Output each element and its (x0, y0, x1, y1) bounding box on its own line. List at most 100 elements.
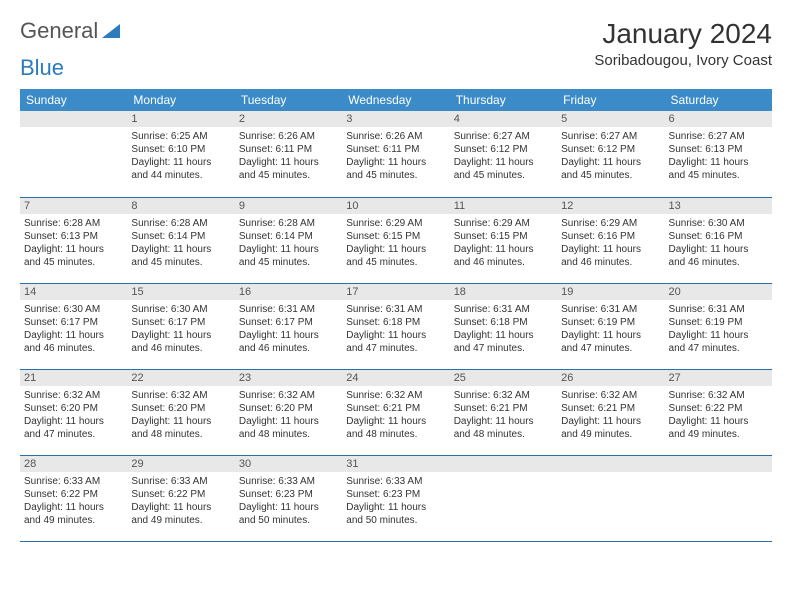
sunset-text: Sunset: 6:21 PM (561, 402, 660, 415)
daylight-text: and 45 minutes. (239, 169, 338, 182)
day-number (450, 456, 557, 472)
day-content: Sunrise: 6:27 AMSunset: 6:12 PMDaylight:… (557, 127, 664, 186)
day-content: Sunrise: 6:30 AMSunset: 6:16 PMDaylight:… (665, 214, 772, 273)
day-content: Sunrise: 6:30 AMSunset: 6:17 PMDaylight:… (20, 300, 127, 359)
sunrise-text: Sunrise: 6:33 AM (24, 475, 123, 488)
sunset-text: Sunset: 6:14 PM (239, 230, 338, 243)
calendar-day-cell: 19Sunrise: 6:31 AMSunset: 6:19 PMDayligh… (557, 283, 664, 369)
sunset-text: Sunset: 6:20 PM (24, 402, 123, 415)
day-number (557, 456, 664, 472)
calendar-day-cell (557, 455, 664, 541)
daylight-text: and 48 minutes. (346, 428, 445, 441)
day-number: 22 (127, 370, 234, 386)
sunset-text: Sunset: 6:18 PM (346, 316, 445, 329)
day-number: 21 (20, 370, 127, 386)
sunrise-text: Sunrise: 6:33 AM (239, 475, 338, 488)
daylight-text: and 45 minutes. (24, 256, 123, 269)
day-content: Sunrise: 6:29 AMSunset: 6:15 PMDaylight:… (342, 214, 449, 273)
daylight-text: and 47 minutes. (669, 342, 768, 355)
brand-part2: Blue (20, 55, 772, 81)
sunset-text: Sunset: 6:23 PM (346, 488, 445, 501)
calendar-day-cell: 28Sunrise: 6:33 AMSunset: 6:22 PMDayligh… (20, 455, 127, 541)
daylight-text: Daylight: 11 hours (131, 501, 230, 514)
calendar-day-cell: 1Sunrise: 6:25 AMSunset: 6:10 PMDaylight… (127, 111, 234, 197)
day-content: Sunrise: 6:27 AMSunset: 6:13 PMDaylight:… (665, 127, 772, 186)
sunset-text: Sunset: 6:17 PM (131, 316, 230, 329)
calendar-day-cell (665, 455, 772, 541)
daylight-text: and 46 minutes. (239, 342, 338, 355)
daylight-text: and 48 minutes. (454, 428, 553, 441)
daylight-text: Daylight: 11 hours (24, 243, 123, 256)
daylight-text: and 44 minutes. (131, 169, 230, 182)
sunrise-text: Sunrise: 6:29 AM (346, 217, 445, 230)
daylight-text: and 49 minutes. (24, 514, 123, 527)
daylight-text: Daylight: 11 hours (239, 501, 338, 514)
calendar-day-cell: 6Sunrise: 6:27 AMSunset: 6:13 PMDaylight… (665, 111, 772, 197)
daylight-text: and 47 minutes. (24, 428, 123, 441)
daylight-text: Daylight: 11 hours (131, 415, 230, 428)
calendar-day-cell: 14Sunrise: 6:30 AMSunset: 6:17 PMDayligh… (20, 283, 127, 369)
weekday-header: Wednesday (342, 89, 449, 111)
calendar-day-cell: 10Sunrise: 6:29 AMSunset: 6:15 PMDayligh… (342, 197, 449, 283)
sunset-text: Sunset: 6:22 PM (131, 488, 230, 501)
daylight-text: and 45 minutes. (561, 169, 660, 182)
day-number: 16 (235, 284, 342, 300)
sunrise-text: Sunrise: 6:31 AM (239, 303, 338, 316)
sunset-text: Sunset: 6:19 PM (561, 316, 660, 329)
daylight-text: and 46 minutes. (454, 256, 553, 269)
daylight-text: Daylight: 11 hours (346, 156, 445, 169)
weekday-header-row: Sunday Monday Tuesday Wednesday Thursday… (20, 89, 772, 111)
day-number: 18 (450, 284, 557, 300)
sunset-text: Sunset: 6:19 PM (669, 316, 768, 329)
daylight-text: and 48 minutes. (239, 428, 338, 441)
day-number: 25 (450, 370, 557, 386)
sunrise-text: Sunrise: 6:26 AM (346, 130, 445, 143)
calendar-day-cell: 11Sunrise: 6:29 AMSunset: 6:15 PMDayligh… (450, 197, 557, 283)
calendar-day-cell: 31Sunrise: 6:33 AMSunset: 6:23 PMDayligh… (342, 455, 449, 541)
daylight-text: and 45 minutes. (346, 169, 445, 182)
daylight-text: and 45 minutes. (346, 256, 445, 269)
daylight-text: Daylight: 11 hours (131, 243, 230, 256)
calendar-day-cell: 26Sunrise: 6:32 AMSunset: 6:21 PMDayligh… (557, 369, 664, 455)
day-number: 11 (450, 198, 557, 214)
daylight-text: Daylight: 11 hours (24, 501, 123, 514)
calendar-day-cell (20, 111, 127, 197)
calendar-day-cell: 2Sunrise: 6:26 AMSunset: 6:11 PMDaylight… (235, 111, 342, 197)
day-content: Sunrise: 6:28 AMSunset: 6:13 PMDaylight:… (20, 214, 127, 273)
daylight-text: Daylight: 11 hours (131, 156, 230, 169)
sunset-text: Sunset: 6:22 PM (24, 488, 123, 501)
calendar-week-row: 21Sunrise: 6:32 AMSunset: 6:20 PMDayligh… (20, 369, 772, 455)
day-content: Sunrise: 6:28 AMSunset: 6:14 PMDaylight:… (235, 214, 342, 273)
sunrise-text: Sunrise: 6:29 AM (561, 217, 660, 230)
daylight-text: Daylight: 11 hours (454, 415, 553, 428)
calendar-day-cell: 25Sunrise: 6:32 AMSunset: 6:21 PMDayligh… (450, 369, 557, 455)
daylight-text: Daylight: 11 hours (239, 415, 338, 428)
sunset-text: Sunset: 6:17 PM (24, 316, 123, 329)
sunset-text: Sunset: 6:13 PM (669, 143, 768, 156)
sunset-text: Sunset: 6:17 PM (239, 316, 338, 329)
daylight-text: and 49 minutes. (669, 428, 768, 441)
sunset-text: Sunset: 6:10 PM (131, 143, 230, 156)
day-content: Sunrise: 6:33 AMSunset: 6:23 PMDaylight:… (342, 472, 449, 531)
day-number: 12 (557, 198, 664, 214)
daylight-text: and 46 minutes. (24, 342, 123, 355)
daylight-text: and 45 minutes. (669, 169, 768, 182)
calendar-day-cell: 20Sunrise: 6:31 AMSunset: 6:19 PMDayligh… (665, 283, 772, 369)
day-number: 23 (235, 370, 342, 386)
day-content: Sunrise: 6:31 AMSunset: 6:17 PMDaylight:… (235, 300, 342, 359)
weekday-header: Saturday (665, 89, 772, 111)
sunset-text: Sunset: 6:20 PM (239, 402, 338, 415)
day-content: Sunrise: 6:32 AMSunset: 6:20 PMDaylight:… (127, 386, 234, 445)
weekday-header: Friday (557, 89, 664, 111)
month-title: January 2024 (594, 18, 772, 50)
daylight-text: and 45 minutes. (239, 256, 338, 269)
calendar-day-cell: 22Sunrise: 6:32 AMSunset: 6:20 PMDayligh… (127, 369, 234, 455)
day-number: 20 (665, 284, 772, 300)
day-number: 13 (665, 198, 772, 214)
day-number: 29 (127, 456, 234, 472)
calendar-day-cell: 18Sunrise: 6:31 AMSunset: 6:18 PMDayligh… (450, 283, 557, 369)
daylight-text: Daylight: 11 hours (669, 329, 768, 342)
sunset-text: Sunset: 6:15 PM (346, 230, 445, 243)
calendar-day-cell: 12Sunrise: 6:29 AMSunset: 6:16 PMDayligh… (557, 197, 664, 283)
weekday-header: Thursday (450, 89, 557, 111)
